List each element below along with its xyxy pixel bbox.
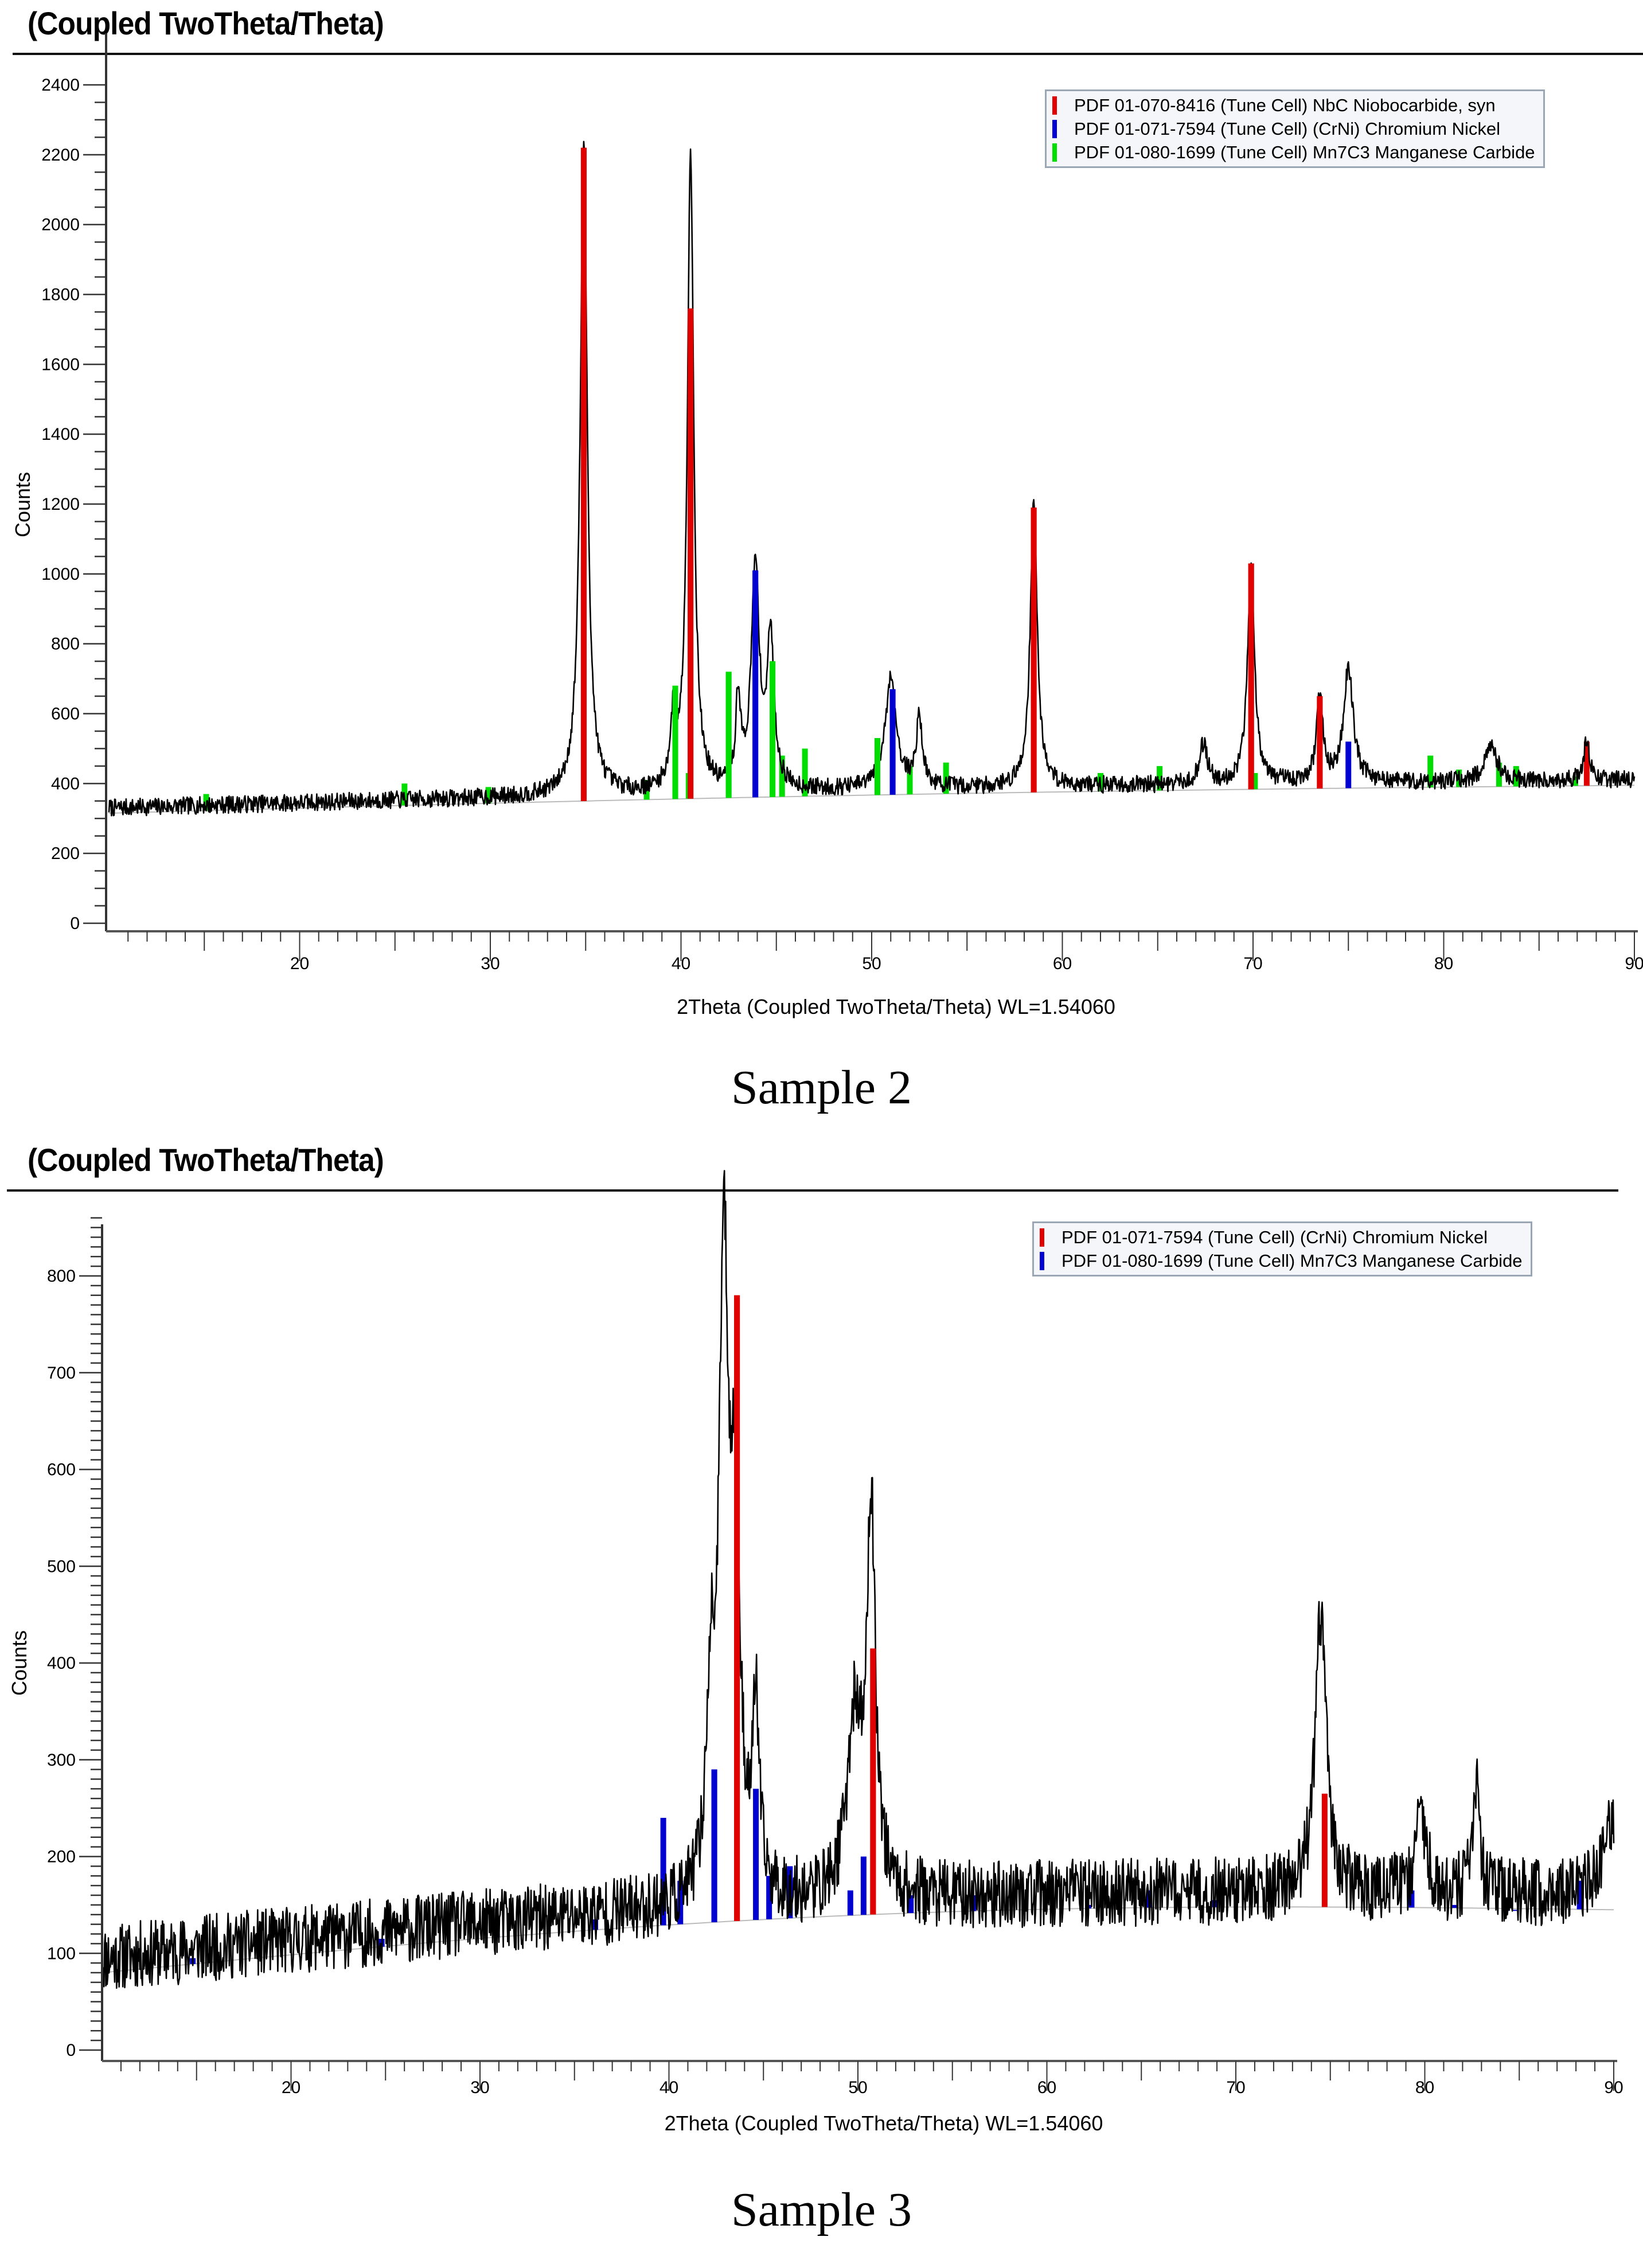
y-tick-label: 600 xyxy=(51,705,80,724)
figure-caption: Sample 3 xyxy=(731,2183,912,2236)
reference-pattern-sticks-overlay xyxy=(672,661,880,799)
axes xyxy=(101,1224,1617,2062)
y-axis-ticks: 0 100 200 300 400 500 600 700 800 xyxy=(47,1217,102,2060)
y-axis-label: Counts xyxy=(7,1630,31,1696)
x-tick-label: 60 xyxy=(1053,954,1072,973)
legend: PDF 01-070-8416 (Tune Cell) NbC Niobocar… xyxy=(1045,89,1545,168)
y-tick-label: 700 xyxy=(47,1364,76,1383)
figure-caption: Sample 2 xyxy=(731,1061,912,1114)
reference-pattern-sticks xyxy=(580,147,1590,801)
measured-diffractogram-line xyxy=(108,140,1636,817)
x-tick-label: 50 xyxy=(848,2078,867,2097)
legend-item: PDF 01-080-1699 (Tune Cell) Mn7C3 Mangan… xyxy=(1052,140,1535,164)
y-tick-label: 1400 xyxy=(41,425,80,444)
x-tick-label: 90 xyxy=(1625,954,1643,973)
panel-title: (Coupled TwoTheta/Theta) xyxy=(28,5,384,41)
legend-item: PDF 01-071-7594 (Tune Cell) (CrNi) Chrom… xyxy=(1040,1225,1523,1249)
x-axis-label: 2Theta (Coupled TwoTheta/Theta) WL=1.540… xyxy=(665,2111,1103,2135)
y-tick-label: 400 xyxy=(47,1654,76,1673)
x-tick-label: 60 xyxy=(1037,2078,1056,2097)
title-rule xyxy=(13,53,1643,55)
xrd-plot: 0 100 200 300 400 500 600 700 800 20 30 40 50 60 70 80 9… xyxy=(7,1170,1624,2135)
reference-pattern-sticks-overlay xyxy=(580,147,1323,801)
xrd-panel-sample-2: (Coupled TwoTheta/Theta) 0 200 400 600 800 10… xyxy=(0,0,1643,1124)
y-tick-label: 1800 xyxy=(41,286,80,305)
y-tick-label: 1000 xyxy=(41,565,80,584)
y-tick-label: 800 xyxy=(51,635,80,654)
y-tick-label: 100 xyxy=(47,1944,76,1963)
x-tick-label: 80 xyxy=(1415,2078,1434,2097)
y-tick-label: 600 xyxy=(47,1461,76,1480)
x-axis-ticks: 20 30 40 50 60 70 80 90 xyxy=(127,931,1643,973)
x-tick-label: 90 xyxy=(1604,2078,1623,2097)
xrd-panel-sample-3: (Coupled TwoTheta/Theta) 0 100 200 300 400 50… xyxy=(0,1124,1643,2268)
legend-swatch-icon xyxy=(1040,1251,1044,1270)
y-tick-label: 0 xyxy=(70,914,80,933)
legend-swatch-icon xyxy=(1052,119,1057,138)
legend: PDF 01-071-7594 (Tune Cell) (CrNi) Chrom… xyxy=(1032,1221,1532,1277)
reference-pattern-sticks-overlay xyxy=(734,1295,876,1921)
background-fit-line xyxy=(108,784,1635,814)
y-tick-label: 400 xyxy=(51,774,80,793)
y-tick-label: 200 xyxy=(47,1848,76,1867)
y-tick-label: 500 xyxy=(47,1557,76,1576)
title-rule xyxy=(7,1189,1618,1192)
reference-pattern-sticks-overlay xyxy=(711,1769,717,1923)
reference-pattern-sticks xyxy=(752,570,1352,798)
legend-item: PDF 01-070-8416 (Tune Cell) NbC Niobocar… xyxy=(1052,93,1535,117)
y-tick-label: 300 xyxy=(47,1751,76,1770)
legend-swatch-icon xyxy=(1052,96,1057,115)
reference-pattern-sticks-overlay xyxy=(752,570,896,798)
x-tick-label: 20 xyxy=(290,954,309,973)
y-tick-label: 2400 xyxy=(41,76,80,95)
y-tick-label: 200 xyxy=(51,844,80,863)
y-tick-label: 2200 xyxy=(41,146,80,165)
x-tick-label: 40 xyxy=(672,954,690,973)
x-tick-label: 30 xyxy=(481,954,499,973)
x-axis-label: 2Theta (Coupled TwoTheta/Theta) WL=1.540… xyxy=(677,995,1115,1018)
xrd-plot: 0 200 400 600 800 1000 1200 1400 1600 1800 2000 220… xyxy=(11,33,1643,1018)
y-tick-label: 0 xyxy=(66,2041,76,2060)
x-tick-label: 40 xyxy=(659,2078,678,2097)
measured-diffractogram-line xyxy=(101,1170,1615,1989)
legend-swatch-icon xyxy=(1052,143,1057,162)
reference-pattern-sticks xyxy=(734,1295,1328,1921)
x-tick-label: 70 xyxy=(1226,2078,1245,2097)
x-tick-label: 70 xyxy=(1243,954,1262,973)
legend-item: PDF 01-071-7594 (Tune Cell) (CrNi) Chrom… xyxy=(1052,117,1535,140)
x-tick-label: 30 xyxy=(470,2078,489,2097)
x-axis-ticks: 20 30 40 50 60 70 80 90 xyxy=(120,2061,1624,2097)
panel-title: (Coupled TwoTheta/Theta) xyxy=(28,1142,384,1178)
legend-swatch-icon xyxy=(1040,1228,1044,1247)
y-tick-label: 2000 xyxy=(41,216,80,235)
legend-item: PDF 01-080-1699 (Tune Cell) Mn7C3 Mangan… xyxy=(1040,1249,1523,1272)
x-tick-label: 20 xyxy=(282,2078,300,2097)
y-tick-label: 800 xyxy=(47,1267,76,1286)
x-tick-label: 50 xyxy=(862,954,881,973)
y-tick-label: 1200 xyxy=(41,495,80,514)
y-axis-label: Counts xyxy=(11,472,34,537)
x-tick-label: 80 xyxy=(1434,954,1453,973)
y-tick-label: 1600 xyxy=(41,355,80,374)
y-axis-ticks: 0 200 400 600 800 1000 1200 1400 1600 1800 2000 220… xyxy=(41,76,106,933)
